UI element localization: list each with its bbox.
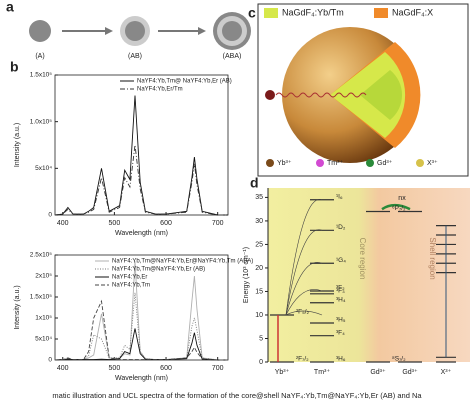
x-tick-label: 500 xyxy=(109,365,121,372)
ion-label: Gd³⁺ xyxy=(370,369,386,376)
transition-arrow xyxy=(285,199,323,316)
label: (ABA) xyxy=(223,53,242,60)
level-label: ¹I₆ xyxy=(336,193,343,200)
caption: matic illustration and UCL spectra of th… xyxy=(52,391,422,400)
ion-label: Gd³⁺ xyxy=(402,369,418,376)
x-tick-label: 600 xyxy=(160,220,172,227)
transition-arrow xyxy=(285,229,323,316)
y-tick-label: 1.0x10⁵ xyxy=(30,118,53,125)
level-label: ³H₆ xyxy=(336,356,346,363)
legend-label: NaYF4:Yb,Tm@NaYF4:Yb,Er@NaYF4:Yb,Tm (ABA… xyxy=(112,259,253,265)
x-tick-label: 400 xyxy=(57,365,69,372)
label: (A) xyxy=(35,53,44,60)
y-tick-label: 20 xyxy=(255,265,263,272)
x-tick-label: 700 xyxy=(212,220,224,227)
level-label: ³H₅ xyxy=(336,317,346,324)
legend-label: NaYF4:Yb,Tm@NaYF4:Yb,Er (AB) xyxy=(112,267,205,273)
legend-label: NaGdF₄:X xyxy=(392,7,433,17)
y-tick-label: 1x10⁵ xyxy=(35,315,52,322)
transfer-label: nx xyxy=(398,195,406,202)
transition-arrow xyxy=(285,310,323,316)
level-label: ¹G₄ xyxy=(336,257,346,264)
panel-letter: c xyxy=(248,5,256,21)
y-tick-label: 2.5x10⁵ xyxy=(30,252,53,259)
x-tick-label: 400 xyxy=(57,220,69,227)
level-label: ³F₂ xyxy=(336,285,345,292)
region-label: Core region xyxy=(358,238,367,280)
legend-label: NaGdF₄:Yb/Tm xyxy=(282,7,344,17)
level-label: ³F₄ xyxy=(336,329,345,336)
plot-frame xyxy=(54,74,229,216)
panel-letter: a xyxy=(6,0,14,15)
y-tick-label: 0 xyxy=(48,357,52,364)
region-background xyxy=(268,188,470,362)
panel-c: NaGdF₄:Yb/Tm NaGdF₄:X Yb³⁺ Tm³⁺ Gd³⁺ X³⁺ xyxy=(257,3,469,177)
y-tick-label: 30 xyxy=(255,218,263,225)
y-tick-label: 2x10⁵ xyxy=(35,273,52,280)
y-tick-label: 5x10⁴ xyxy=(35,165,52,172)
level-label: ²F₇/₂ xyxy=(296,356,309,363)
level-label: ¹D₂ xyxy=(336,224,346,231)
y-tick-label: 0 xyxy=(259,359,263,366)
ion-label: Gd³⁺ xyxy=(377,160,393,167)
transition-arrow xyxy=(285,289,323,316)
y-tick-label: 5 xyxy=(259,335,263,342)
ion-label: X³⁺ xyxy=(441,369,452,376)
ion-label: Tm³⁺ xyxy=(314,369,330,376)
y-tick-label: 35 xyxy=(255,194,263,201)
transition-arrow xyxy=(285,262,323,316)
y-tick-label: 1.5x10⁵ xyxy=(30,294,53,301)
level-label: ³F₃ xyxy=(336,288,345,295)
panel-letter: b xyxy=(10,59,19,75)
x-tick-label: 700 xyxy=(212,365,224,372)
y-tick-label: 15 xyxy=(255,288,263,295)
ion-label: Yb³⁺ xyxy=(275,369,290,376)
y-axis-label: Intensity (a.u.) xyxy=(14,285,21,329)
ion-label: Yb³⁺ xyxy=(277,160,292,167)
panel-a: (A) (AB) (ABA) xyxy=(29,12,251,60)
y-tick-label: 0 xyxy=(48,212,52,219)
x-tick-label: 600 xyxy=(160,365,172,372)
y-axis-label: Energy (10³ cm⁻¹) xyxy=(243,247,250,303)
x-axis-label: Wavelength (nm) xyxy=(115,230,168,237)
level-label: ²F₅/₂ xyxy=(296,309,310,316)
legend-label: NaYF4:Yb,Tm@ NaYF4:Yb,Er (AB) xyxy=(137,79,232,85)
legend-label: NaYF4:Yb,Er xyxy=(112,275,147,281)
legend-label: NaYF4:Yb,Tm xyxy=(112,283,150,289)
x-axis-label: Wavelength (nm) xyxy=(115,375,168,382)
y-tick-label: 25 xyxy=(255,241,263,248)
series-line xyxy=(54,95,228,216)
level-label: ³H₄ xyxy=(336,296,346,303)
level-label: ⁶P₇/₂ xyxy=(392,205,406,212)
x-tick-label: 500 xyxy=(109,220,121,227)
ion-label: X³⁺ xyxy=(427,160,438,167)
series-line xyxy=(54,292,228,361)
y-axis-label: Intensity (a.u.) xyxy=(14,123,21,167)
ion-label: Tm³⁺ xyxy=(327,160,343,167)
y-tick-label: 10 xyxy=(255,312,263,319)
label: (AB) xyxy=(128,53,142,60)
y-tick-label: 5x10⁴ xyxy=(35,336,52,343)
series-line xyxy=(54,299,228,361)
level-label: ⁸S₇/₂ xyxy=(392,356,406,363)
region-label: Shell region xyxy=(428,237,437,279)
series-line xyxy=(54,144,228,216)
transfer-arrow xyxy=(381,203,411,211)
legend-label: NaYF4:Yb,Er/Tm xyxy=(137,87,183,93)
y-tick-label: 1.5x10⁵ xyxy=(30,72,53,79)
panel-letter: d xyxy=(250,175,259,191)
